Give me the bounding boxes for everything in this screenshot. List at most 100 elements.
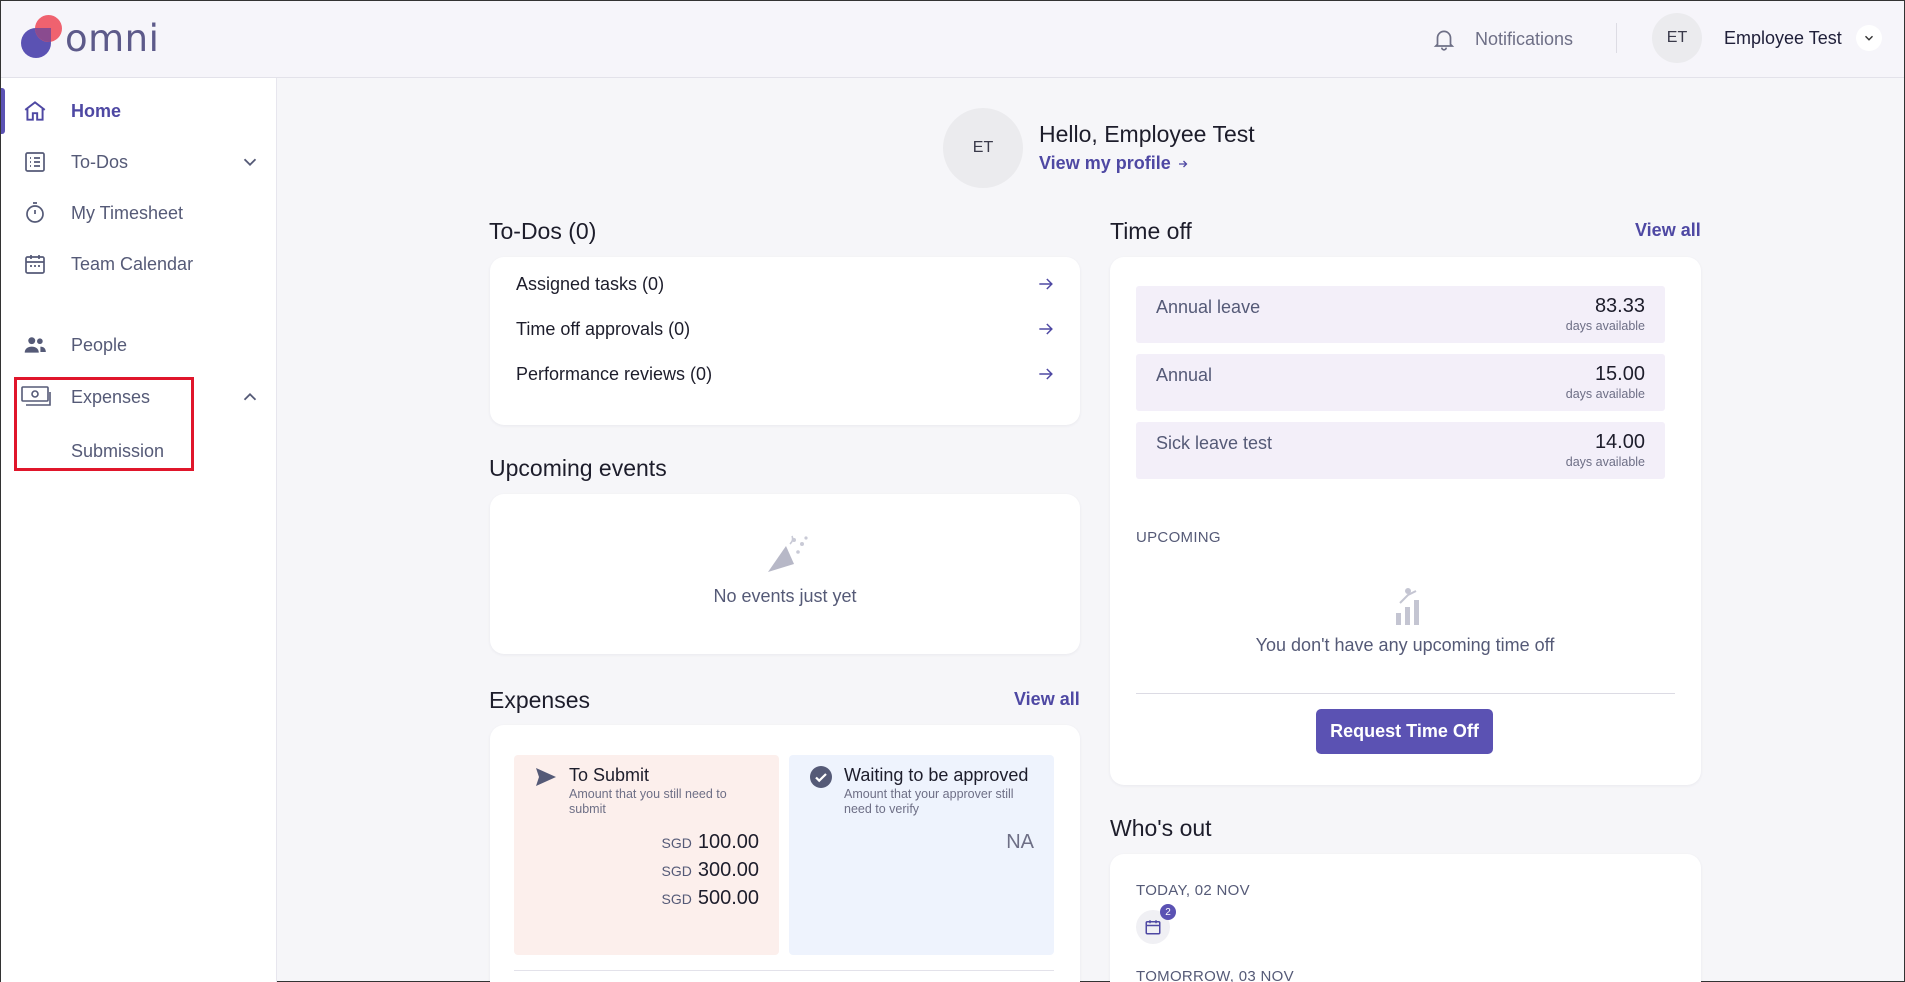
leave-days-sub: days available — [1565, 455, 1645, 469]
todo-label: Time off approvals (0) — [516, 318, 691, 339]
sidebar-item-todos[interactable]: To-Dos — [1, 139, 277, 185]
expenses-view-all-link[interactable]: View all — [1014, 689, 1080, 709]
count-badge: 2 — [1160, 904, 1176, 920]
events-empty-text: No events just yet — [713, 586, 857, 606]
sidebar: Home To-Dos My Timesheet Team Calendar P… — [1, 78, 277, 982]
whos-out-title: Who's out — [1110, 815, 1212, 841]
view-profile-label: View my profile — [1039, 153, 1171, 173]
todo-label: Performance reviews (0) — [516, 363, 713, 384]
avatar: ET — [1652, 13, 1702, 63]
sidebar-item-timesheet[interactable]: My Timesheet — [1, 190, 277, 236]
main-content: ET Hello, Employee Test View my profile … — [278, 79, 1904, 982]
money-icon — [20, 384, 52, 410]
waiting-approval-panel[interactable]: Waiting to be approved Amount that your … — [789, 755, 1054, 955]
logo-text: omni — [65, 17, 160, 60]
calendar-icon — [1145, 920, 1161, 935]
time-off-title: Time off — [1110, 218, 1192, 244]
leave-days: 14.00 — [1594, 431, 1645, 453]
events-card: No events just yet — [490, 494, 1080, 654]
today-label: TODAY, 02 NOV — [1136, 882, 1250, 899]
to-submit-panel[interactable]: To Submit Amount that you still need to … — [514, 755, 779, 955]
top-bar: omni Notifications ET Employee Test — [1, 1, 1904, 78]
todo-performance-reviews[interactable]: Performance reviews (0) — [516, 359, 1056, 389]
sidebar-item-label: My Timesheet — [71, 202, 184, 223]
amount-row: SGD 300.00 — [661, 859, 759, 882]
waiting-title: Waiting to be approved — [844, 765, 1029, 785]
home-icon — [22, 98, 48, 124]
sidebar-subitem-submission[interactable]: Submission — [71, 441, 165, 461]
todos-title: To-Dos (0) — [489, 218, 597, 244]
amount-value: 500.00 — [697, 887, 759, 909]
upcoming-label: UPCOMING — [1136, 529, 1221, 546]
currency: SGD — [661, 863, 692, 879]
check-circle-icon — [810, 766, 832, 788]
leave-days-sub: days available — [1565, 387, 1645, 401]
omni-logo[interactable]: omni — [19, 15, 160, 60]
currency: SGD — [661, 835, 692, 851]
leave-days: 15.00 — [1594, 363, 1645, 385]
active-indicator — [1, 88, 5, 134]
divider — [1616, 23, 1617, 53]
time-off-card: Annual leave 83.33 days available Annual… — [1110, 257, 1701, 785]
amount-value: 100.00 — [697, 831, 759, 853]
sidebar-item-label: People — [71, 334, 128, 355]
amount-row: SGD 500.00 — [661, 887, 759, 910]
leave-row-annual-leave[interactable]: Annual leave 83.33 days available — [1136, 286, 1665, 343]
sidebar-item-home[interactable]: Home — [1, 88, 277, 134]
leave-name: Annual — [1156, 365, 1213, 385]
party-popper-icon — [768, 535, 808, 572]
leave-name: Annual leave — [1156, 297, 1261, 317]
todo-label: Assigned tasks (0) — [516, 273, 665, 294]
user-name: Employee Test — [1724, 27, 1842, 48]
arrow-right-icon — [1178, 160, 1188, 167]
chevron-down-icon[interactable] — [1855, 25, 1882, 51]
leave-days: 83.33 — [1594, 295, 1645, 317]
divider — [514, 970, 1054, 971]
calendar-icon — [22, 251, 48, 277]
profile-avatar: ET — [943, 108, 1023, 188]
todo-time-off-approvals[interactable]: Time off approvals (0) — [516, 314, 1056, 344]
leave-name: Sick leave test — [1156, 433, 1273, 453]
leave-row-sick-leave[interactable]: Sick leave test 14.00 days available — [1136, 422, 1665, 479]
to-submit-desc: Amount that you still need to submit — [569, 787, 727, 816]
chevron-down-icon[interactable] — [239, 151, 261, 173]
sidebar-item-label: Team Calendar — [71, 253, 194, 274]
notifications-label: Notifications — [1475, 28, 1574, 49]
sidebar-item-label: To-Dos — [71, 151, 129, 172]
notifications-button[interactable]: Notifications — [1431, 21, 1573, 57]
leave-days-sub: days available — [1565, 319, 1645, 333]
divider — [1136, 693, 1675, 694]
sidebar-item-label: Home — [71, 100, 122, 121]
arrow-right-icon — [1039, 368, 1053, 380]
growth-chart-icon — [1396, 588, 1419, 625]
bell-icon — [1433, 30, 1455, 51]
highlight-box — [14, 377, 194, 471]
sidebar-item-label: Expenses — [71, 386, 151, 407]
user-menu[interactable]: ET Employee Test — [1652, 13, 1882, 63]
tomorrow-label: TOMORROW, 03 NOV — [1136, 968, 1294, 982]
waiting-value: NA — [1006, 831, 1034, 853]
view-profile-link[interactable]: View my profile — [1039, 153, 1189, 174]
waiting-desc: Amount that your approver still need to … — [844, 787, 1014, 816]
to-submit-title: To Submit — [569, 765, 650, 785]
events-title: Upcoming events — [489, 455, 667, 481]
whos-out-card: TODAY, 02 NOV 2 TOMORROW, 03 NOV — [1110, 854, 1701, 982]
greeting-title: Hello, Employee Test — [1039, 121, 1255, 147]
expenses-title: Expenses — [489, 687, 591, 713]
expenses-card: To Submit Amount that you still need to … — [490, 725, 1080, 982]
send-icon — [536, 768, 556, 786]
todo-assigned-tasks[interactable]: Assigned tasks (0) — [516, 269, 1056, 299]
amount-value: 300.00 — [697, 859, 759, 881]
request-time-off-button[interactable]: Request Time Off — [1316, 709, 1493, 754]
sidebar-item-people[interactable]: People — [1, 322, 277, 368]
chevron-up-icon[interactable] — [239, 386, 261, 408]
currency: SGD — [661, 891, 692, 907]
leave-row-annual[interactable]: Annual 15.00 days available — [1136, 354, 1665, 411]
upcoming-empty-text: You don't have any upcoming time off — [1255, 635, 1555, 655]
amount-row: SGD 100.00 — [661, 831, 759, 854]
time-off-view-all-link[interactable]: View all — [1635, 220, 1701, 240]
stopwatch-icon — [22, 200, 48, 226]
sidebar-item-expenses[interactable]: Expenses — [1, 374, 277, 420]
sidebar-item-team-calendar[interactable]: Team Calendar — [1, 241, 277, 287]
arrow-right-icon — [1039, 323, 1053, 335]
